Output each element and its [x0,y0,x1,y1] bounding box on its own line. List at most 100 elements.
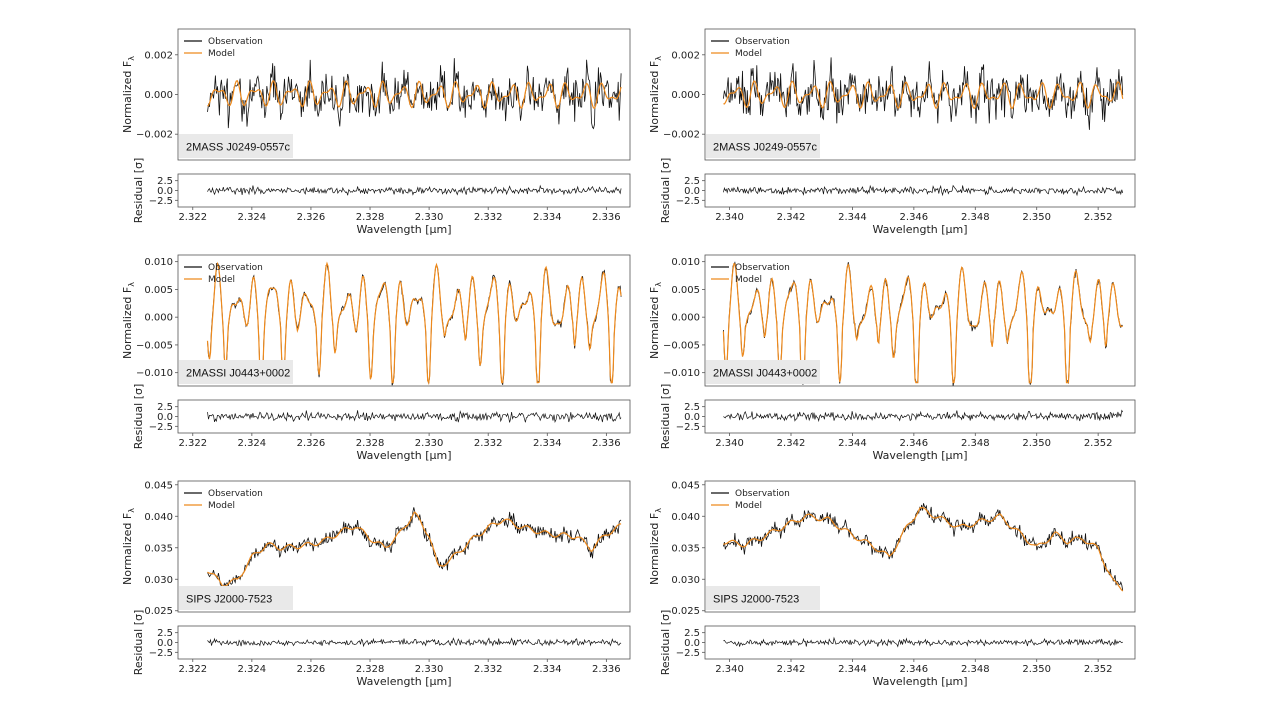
y-tick-label: −0.010 [663,368,700,379]
y-tick-label: 0.000 [671,313,700,324]
x-tick-label: 2.332 [474,438,503,449]
legend-model-label: Model [735,275,762,285]
object-tag-background [179,586,293,610]
x-tick-label: 2.342 [777,438,806,449]
x-tick-label: 2.326 [297,438,326,449]
y-axis-label: Normalized Fλ [121,508,136,585]
x-tick-label: 2.352 [1084,664,1113,675]
legend-model-label: Model [735,49,762,59]
y-axis-label: Normalized Fλ [648,56,663,133]
model-line [723,506,1124,592]
y-axis-label: Normalized Fλ [121,282,136,359]
residual-line [723,184,1124,197]
x-tick-label: 2.344 [838,212,867,223]
residual-y-tick-label: 2.5 [157,176,173,187]
main-axes-frame [177,480,631,613]
x-tick-label: 2.344 [838,438,867,449]
x-tick-label: 2.328 [356,212,385,223]
legend: Observation Model [184,37,263,59]
x-tick-label: 2.348 [961,212,990,223]
legend: Observation Model [184,263,263,285]
y-tick-label: 0.030 [144,575,173,586]
object-name-tag: 2MASS J0249-0557c [179,134,293,158]
x-tick-label: 2.352 [1084,438,1113,449]
panel-row3-left: 0.045 0.040 0.035 0.030 0.025 Normalized Fλ Ob… [121,480,631,688]
object-name-tag: SIPS J2000-7523 [179,586,293,610]
residual-y-tick-label: −2.5 [149,648,173,659]
y-tick-label: 0.010 [144,257,173,268]
object-tag-background [706,134,820,158]
y-tick-label: 0.040 [671,512,700,523]
x-tick-label: 2.330 [415,664,444,675]
y-tick-label: 0.000 [144,90,173,101]
y-tick-label: 0.040 [144,512,173,523]
object-name-tag: SIPS J2000-7523 [706,586,820,610]
y-axis-label: Normalized Fλ [648,282,663,359]
legend: Observation Model [711,37,790,59]
y-tick-label: 0.000 [671,90,700,101]
main-axes-frame [704,254,1136,387]
residual-y-axis-label: Residual [σ] [659,384,672,450]
object-tag-label: SIPS J2000-7523 [186,594,272,606]
model-line [206,261,622,385]
x-tick-label: 2.340 [715,212,744,223]
x-tick-label: 2.346 [900,664,929,675]
x-tick-label: 2.334 [533,664,562,675]
y-tick-label: 0.045 [144,480,173,491]
object-tag-label: SIPS J2000-7523 [713,594,799,606]
residual-y-tick-label: −2.5 [149,422,173,433]
model-line [207,79,622,110]
y-tick-label: 0.035 [144,543,173,554]
x-tick-label: 2.334 [533,438,562,449]
residual-y-axis-label: Residual [σ] [132,610,145,676]
legend-observation-label: Observation [735,37,790,47]
y-tick-label: 0.002 [671,50,700,61]
x-tick-label: 2.346 [900,438,929,449]
x-tick-label: 2.348 [961,438,990,449]
residual-y-tick-label: 2.5 [157,628,173,639]
legend-model-label: Model [208,275,235,285]
y-tick-label: 0.045 [671,480,700,491]
observation-line [723,57,1124,130]
x-axis-label: Wavelength [μm] [356,449,451,462]
x-tick-label: 2.328 [356,664,385,675]
y-tick-label: 0.035 [671,543,700,554]
legend: Observation Model [711,489,790,511]
observation-line [207,507,622,593]
residual-y-tick-label: 0.0 [157,186,173,197]
object-tag-background [179,134,293,158]
residual-line [207,637,622,648]
residual-y-tick-label: 0.0 [684,638,700,649]
x-tick-label: 2.336 [592,438,621,449]
x-tick-label: 2.352 [1084,212,1113,223]
residual-axes-frame [177,399,631,434]
object-tag-label: 2MASSI J0443+0002 [713,368,817,380]
x-tick-label: 2.324 [238,664,267,675]
x-tick-label: 2.322 [178,438,207,449]
object-tag-label: 2MASSI J0443+0002 [186,368,290,380]
x-tick-label: 2.350 [1022,212,1051,223]
residual-y-tick-label: 2.5 [684,628,700,639]
x-tick-label: 2.326 [297,212,326,223]
model-line [723,80,1124,110]
x-tick-label: 2.336 [592,664,621,675]
residual-y-axis-label: Residual [σ] [132,384,145,450]
y-tick-label: 0.030 [671,575,700,586]
object-name-tag: 2MASSI J0443+0002 [179,360,293,384]
object-tag-background [179,360,293,384]
y-tick-label: 0.005 [144,285,173,296]
y-tick-label: −0.005 [136,340,173,351]
residual-y-axis-label: Residual [σ] [659,158,672,224]
y-tick-label: −0.010 [136,368,173,379]
x-tick-label: 2.326 [297,664,326,675]
x-tick-label: 2.348 [961,664,990,675]
y-axis-label: Normalized Fλ [121,56,136,133]
x-tick-label: 2.340 [715,438,744,449]
x-tick-label: 2.324 [238,438,267,449]
x-tick-label: 2.322 [178,212,207,223]
model-line [722,263,1124,384]
